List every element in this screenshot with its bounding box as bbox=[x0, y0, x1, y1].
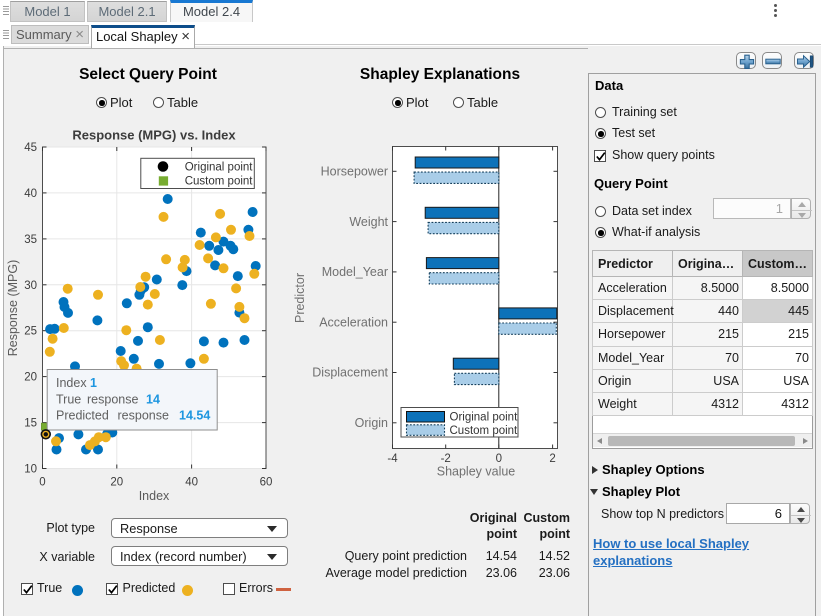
svg-text:Model_Year: Model_Year bbox=[322, 265, 388, 279]
svg-text:Predicted: Predicted bbox=[56, 409, 109, 423]
svg-text:-2: -2 bbox=[441, 453, 451, 465]
svg-text:Weight: Weight bbox=[349, 215, 388, 229]
svg-text:20: 20 bbox=[110, 477, 123, 489]
svg-text:Predictor: Predictor bbox=[293, 273, 307, 323]
svg-text:10: 10 bbox=[24, 464, 37, 476]
svg-text:40: 40 bbox=[24, 188, 37, 200]
svg-text:Index: Index bbox=[56, 376, 87, 390]
svg-text:60: 60 bbox=[260, 477, 273, 489]
svg-text:15: 15 bbox=[24, 418, 37, 430]
svg-text:response: response bbox=[87, 393, 138, 407]
svg-text:Horsepower: Horsepower bbox=[321, 165, 388, 179]
svg-text:2: 2 bbox=[549, 453, 555, 465]
svg-text:Custom point: Custom point bbox=[450, 425, 519, 437]
svg-text:25: 25 bbox=[24, 326, 37, 338]
svg-text:40: 40 bbox=[185, 477, 198, 489]
svg-text:Index: Index bbox=[139, 489, 170, 503]
svg-text:14: 14 bbox=[146, 393, 160, 407]
svg-text:Shapley value: Shapley value bbox=[437, 465, 516, 479]
svg-text:Custom point: Custom point bbox=[185, 176, 254, 188]
svg-text:-4: -4 bbox=[387, 453, 398, 465]
svg-text:Origin: Origin bbox=[355, 416, 388, 430]
svg-text:0: 0 bbox=[496, 453, 502, 465]
svg-text:14.54: 14.54 bbox=[179, 409, 210, 423]
svg-text:Response (MPG) vs. Index: Response (MPG) vs. Index bbox=[72, 128, 236, 143]
svg-text:1: 1 bbox=[90, 376, 97, 390]
svg-text:Original point: Original point bbox=[185, 162, 254, 174]
svg-text:Original point: Original point bbox=[450, 412, 519, 424]
svg-text:35: 35 bbox=[24, 234, 37, 246]
svg-text:45: 45 bbox=[24, 142, 37, 154]
svg-text:20: 20 bbox=[24, 372, 37, 384]
svg-text:Displacement: Displacement bbox=[312, 366, 388, 380]
svg-text:30: 30 bbox=[24, 280, 37, 292]
svg-text:response: response bbox=[118, 409, 169, 423]
svg-text:True: True bbox=[56, 393, 81, 407]
svg-text:Acceleration: Acceleration bbox=[319, 315, 388, 329]
svg-text:Response (MPG): Response (MPG) bbox=[6, 260, 20, 357]
svg-text:0: 0 bbox=[39, 477, 45, 489]
